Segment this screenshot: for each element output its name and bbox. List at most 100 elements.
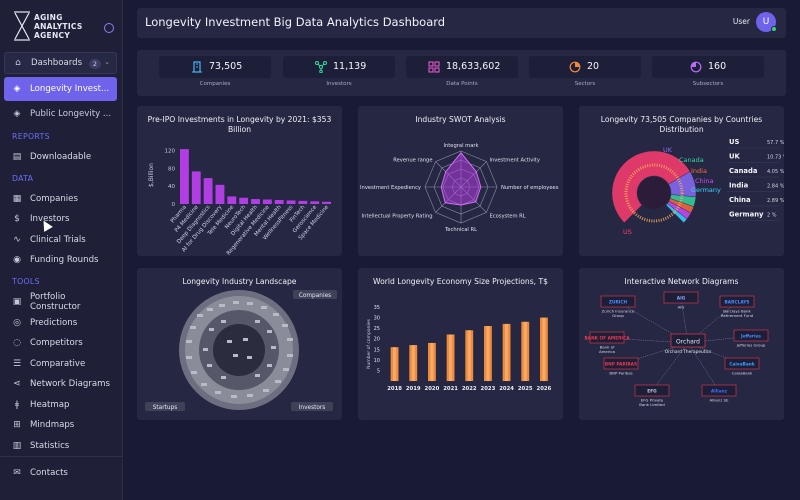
stat-label: Subsectors [692,81,724,87]
panel-swot[interactable]: Industry SWOT Analysis Integral mark Inve… [358,106,563,256]
brand-logo[interactable]: AGING ANALYTICS AGENCY [12,10,114,44]
y-tick-label: 120 [165,148,176,154]
bar-5[interactable] [484,326,492,381]
sidebar-item-predictions[interactable]: ◎ Predictions [4,312,117,334]
settings-icon[interactable] [104,23,114,33]
landscape-diagram[interactable]: Companies Startups Investors [137,268,342,420]
network-center-node[interactable] [670,333,706,348]
network-node-3[interactable] [589,331,625,344]
bar-0[interactable] [390,347,399,381]
pulse-icon: ∿ [13,235,21,245]
y-tick-label: 10 [374,358,380,364]
sidebar-item-heatmap[interactable]: ǂ Heatmap [4,394,117,416]
bar-4[interactable] [465,330,474,381]
stat-companies[interactable]: 73,505 [159,56,271,78]
bar-10[interactable] [298,200,308,204]
sidebar-item-public-longevity[interactable]: ◈ Public Longevity ... [4,103,117,125]
bar-0[interactable] [180,149,189,204]
y-tick-label: 20 [374,337,380,343]
legend-percent: 57.7 % [767,140,784,146]
network-diagram[interactable]: Orchard Orchard Therapeutics ZURICH Zurich … [579,268,784,420]
network-node-label: Zurich Insurance [602,309,635,314]
swot-radar-chart[interactable]: Integral mark Investment Activity Number o… [358,106,563,256]
radar-series[interactable] [440,152,482,206]
bar-1[interactable] [191,171,201,204]
center-node-logo: Orchard [676,339,700,346]
network-node-0[interactable] [600,295,636,308]
stat-subsectors[interactable]: 160 [652,56,764,78]
page-title: Longevity Investment Big Data Analytics … [145,15,446,29]
sidebar-item-portfolio-constructor[interactable]: ▣ Portfolio Constructor [4,291,117,313]
economy-bar-chart[interactable]: Number of companies 35 30 25 20 15 10 5 2018 2019… [358,268,563,420]
bar-7[interactable] [262,199,272,204]
chevron-down-icon[interactable]: ⌄ [104,58,110,66]
sidebar-item-funding-rounds[interactable]: ◉ Funding Rounds [4,249,117,271]
network-node-6[interactable] [724,357,760,370]
sidebar-item-investors[interactable]: $ Investors [4,208,117,230]
share-icon: ⋖ [13,379,21,389]
bar-12[interactable] [322,201,331,204]
user-label[interactable]: User [732,17,750,26]
bar-8[interactable] [540,317,548,381]
network-node-2[interactable] [719,295,755,308]
sidebar-item-network-diagrams[interactable]: ⋖ Network Diagrams [4,373,117,395]
bar-2[interactable] [203,178,213,204]
bar-6[interactable] [251,199,260,204]
sidebar-item-label: Mindmaps [30,420,75,430]
sidebar-item-competitors[interactable]: ◌ Competitors [4,332,117,354]
bar-3[interactable] [446,334,455,381]
sidebar-item-companies[interactable]: ▦ Companies [4,188,117,210]
network-node-4[interactable] [733,329,769,342]
legend-country: Canada [729,167,758,175]
ring-center [638,177,670,209]
bar-5[interactable] [239,197,249,204]
panel-title: Interactive Network Diagrams [624,277,739,286]
ring-label: UK [663,146,673,154]
network-node-7[interactable] [634,384,670,397]
avatar-initial: U [762,17,770,27]
sidebar-item-longevity-investment[interactable]: ◈ Longevity Invest... [4,77,117,101]
sidebar-item-statistics[interactable]: ▥ Statistics [4,435,117,457]
avatar[interactable]: U [756,12,777,32]
country-slice-5[interactable] [665,203,688,223]
network-icon [315,61,327,73]
x-tick-label: 2024 [499,386,514,392]
bar-8[interactable] [274,199,284,204]
sidebar-item-label: Portfolio Constructor [30,292,81,312]
stat-data-points[interactable]: 18,633,602 [406,56,518,78]
bar-11[interactable] [310,201,320,204]
panel-preipo[interactable]: Pre-IPO Investments in Longevity by 2021… [137,106,342,256]
cube-icon: ◈ [13,109,21,119]
companies-tag [293,290,337,299]
bar-1[interactable] [409,345,418,381]
panel-economy[interactable]: World Longevity Economy Size Projections… [358,268,563,420]
sidebar-item-label: Contacts [30,468,68,478]
logo-mark-icon [14,11,30,41]
panel-landscape[interactable]: Longevity Industry Landscape Companies S… [137,268,342,420]
panel-countries[interactable]: Longevity 73,505 Companies by Countries … [579,106,784,256]
network-node-5[interactable] [603,357,639,370]
network-node-logo: ZURICH [609,300,628,306]
sidebar-item-clinical-trials[interactable]: ∿ Clinical Trials [4,229,117,251]
bar-7[interactable] [521,321,530,381]
bar-3[interactable] [215,184,225,204]
sidebar-item-downloadable[interactable]: ▤ Downloadable [4,146,117,168]
bar-2[interactable] [428,342,436,381]
stat-sectors[interactable]: 20 [529,56,641,78]
online-status-dot [771,26,777,32]
building-icon [192,61,202,73]
sidebar-item-contacts[interactable]: ✉ Contacts [4,462,117,484]
brand-name: AGING ANALYTICS AGENCY [34,13,83,40]
bar-4[interactable] [227,196,237,204]
bar-9[interactable] [286,200,296,204]
sidebar-item-comparative[interactable]: ☰ Comparative [4,353,117,375]
bar-6[interactable] [502,323,511,381]
sidebar-item-mindmaps[interactable]: ⊞ Mindmaps [4,414,117,436]
network-node-1[interactable] [663,291,699,304]
network-node-8[interactable] [701,384,737,397]
sidebar-item-dashboards[interactable]: ⌂ Dashboards 2 ⌄ [4,52,117,74]
stat-investors[interactable]: 11,139 [283,56,395,78]
panel-network[interactable]: Interactive Network Diagrams Orchard Orch… [579,268,784,420]
